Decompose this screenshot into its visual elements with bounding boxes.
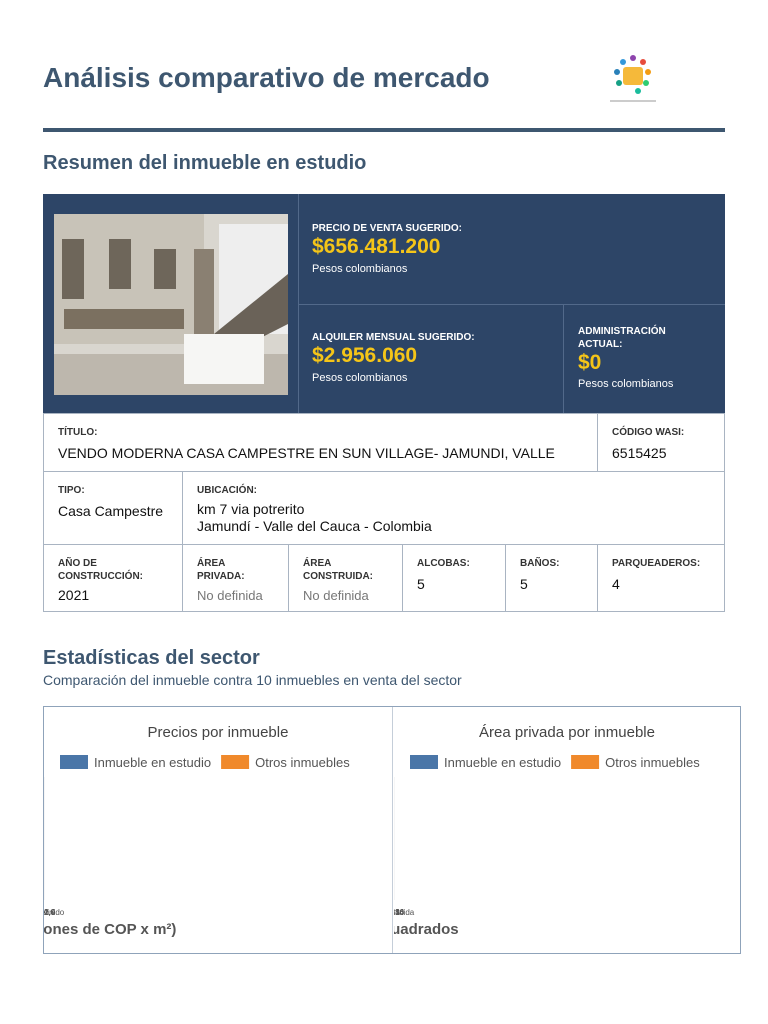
cell: PARQUEADEROS: 4 <box>597 544 725 612</box>
field-value: No definida <box>303 588 369 603</box>
cell: ÁREA CONSTRUIDA: No definida <box>288 544 403 612</box>
field-value: Jamundí - Valle del Cauca - Colombia <box>197 518 432 534</box>
field-label: BAÑOS: <box>520 558 560 569</box>
field-label: TIPO: <box>58 485 85 496</box>
cell: ALCOBAS: 5 <box>402 544 506 612</box>
x-tick-label: < 316 <box>394 908 405 917</box>
rent-label: ALQUILER MENSUAL SUGERIDO: <box>312 332 475 343</box>
cell: CÓDIGO WASI: 6515425 <box>597 413 725 472</box>
field-value: 2021 <box>58 587 90 603</box>
cell: UBICACIÓN: km 7 via potrerito Jamundí - … <box>182 471 725 545</box>
chart: Área privada por inmueble Inmueble en est… <box>394 724 700 938</box>
legend-label: Otros inmuebles <box>605 755 700 770</box>
chart-title: Área privada por inmueble <box>479 724 655 741</box>
rule <box>43 128 725 132</box>
legend-swatch <box>221 755 250 769</box>
field-value: 6515425 <box>612 445 667 461</box>
x-tick-label: < 144 <box>394 908 405 917</box>
field-value: 5 <box>417 576 425 592</box>
x-axis-label: Metros cuadrados <box>394 921 459 938</box>
cell: ÁREA PRIVADA: No definida <box>182 544 289 612</box>
x-tick-label: < $1,4 <box>44 908 56 917</box>
field-label: UBICACIÓN: <box>197 485 257 496</box>
field-label: ÁREA PRIVADA: <box>197 558 245 582</box>
x-tick-label: ≥ $2,0 <box>44 908 56 917</box>
sale-value: $656.481.200 <box>312 235 441 258</box>
x-tick-label: No definido <box>44 908 65 917</box>
rent-unit: Pesos colombianos <box>312 372 408 384</box>
divider <box>392 707 393 953</box>
cell: TÍTULO: VENDO MODERNA CASA CAMPESTRE EN … <box>43 413 598 472</box>
chart-title: Precios por inmueble <box>148 724 289 741</box>
logo <box>610 55 656 102</box>
field-label: AÑO DE CONSTRUCCIÓN: <box>58 558 143 582</box>
admin-label: ADMINISTRACIÓN ACTUAL: <box>578 326 666 350</box>
legend-label: Otros inmuebles <box>255 755 350 770</box>
legend-label: Inmueble en estudio <box>444 755 561 770</box>
cell: AÑO DE CONSTRUCCIÓN: 2021 <box>43 544 183 612</box>
field-label: ALCOBAS: <box>417 558 470 569</box>
field-label: PARQUEADEROS: <box>612 558 701 569</box>
section-subtitle: Comparación del inmueble contra 10 inmue… <box>43 672 462 688</box>
legend-swatch <box>571 755 600 769</box>
x-tick-label: < 230 <box>394 908 405 917</box>
admin-unit: Pesos colombianos <box>578 378 674 390</box>
property-photo <box>54 214 288 395</box>
field-value: km 7 via potrerito <box>197 501 305 517</box>
divider <box>298 194 299 413</box>
page-title: Análisis comparativo de mercado <box>43 62 490 93</box>
field-label: TÍTULO: <box>58 427 98 438</box>
field-label: CÓDIGO WASI: <box>612 427 685 438</box>
cell: TIPO: Casa Campestre <box>43 471 183 545</box>
section-heading: Estadísticas del sector <box>43 647 260 669</box>
legend-swatch <box>410 755 438 769</box>
rent-value: $2.956.060 <box>312 344 418 367</box>
field-value: No definida <box>197 588 263 603</box>
field-value: 5 <box>520 576 528 592</box>
field-label: ÁREA CONSTRUIDA: <box>303 558 373 582</box>
x-tick-label: < $0,9 <box>44 908 56 917</box>
chart: Precios por inmueble Inmueble en estudio O… <box>44 724 350 938</box>
field-value: Casa Campestre <box>58 503 164 519</box>
admin-value: $0 <box>578 351 602 374</box>
x-axis-label: Precios venta (Millones de COP x m²) <box>44 921 176 938</box>
legend-swatch <box>60 755 88 769</box>
cell: BAÑOS: 5 <box>505 544 598 612</box>
x-tick-label: < $2,0 <box>44 908 56 917</box>
sale-label: PRECIO DE VENTA SUGERIDO: <box>312 223 463 234</box>
x-tick-label: No definida <box>394 908 415 917</box>
x-tick-label: ≥ 316 <box>394 908 405 917</box>
field-value: VENDO MODERNA CASA CAMPESTRE EN SUN VILL… <box>58 445 555 461</box>
section-heading: Resumen del inmueble en estudio <box>43 152 367 174</box>
field-value: 4 <box>612 576 620 592</box>
legend-label: Inmueble en estudio <box>94 755 211 770</box>
sale-unit: Pesos colombianos <box>312 263 408 275</box>
divider <box>298 304 725 305</box>
divider <box>563 304 564 413</box>
